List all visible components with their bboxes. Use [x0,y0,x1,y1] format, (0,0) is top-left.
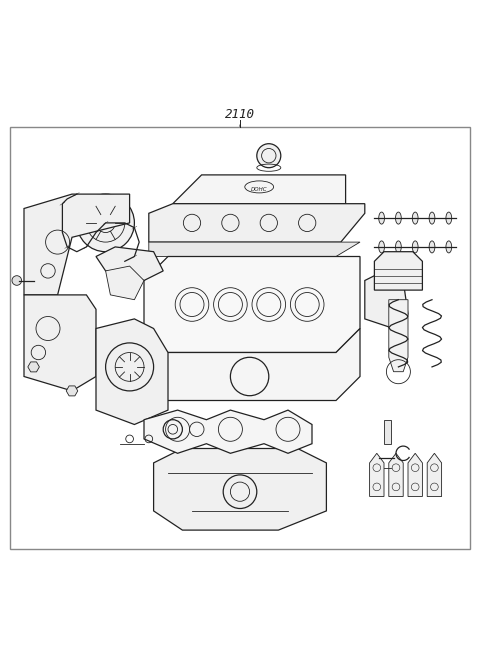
Polygon shape [24,194,130,295]
Polygon shape [408,453,422,497]
Ellipse shape [396,212,401,224]
Circle shape [77,194,134,252]
Polygon shape [427,453,442,497]
Polygon shape [106,266,144,300]
Polygon shape [144,256,360,353]
Polygon shape [154,449,326,530]
Ellipse shape [429,212,435,224]
Ellipse shape [446,212,452,224]
Polygon shape [365,271,408,328]
Polygon shape [370,453,384,497]
Polygon shape [96,247,163,281]
Polygon shape [389,300,408,372]
Text: 2110: 2110 [225,108,255,122]
Ellipse shape [412,212,418,224]
Polygon shape [144,410,312,453]
Text: DOHC: DOHC [251,187,267,192]
Circle shape [12,276,22,285]
Polygon shape [173,175,346,204]
Polygon shape [149,204,365,242]
Polygon shape [144,328,360,401]
Polygon shape [374,252,422,290]
Ellipse shape [446,241,452,253]
Polygon shape [24,295,96,391]
Bar [10,127,470,549]
Polygon shape [96,319,168,424]
Ellipse shape [379,212,384,224]
Ellipse shape [396,241,401,253]
Circle shape [257,144,281,168]
Polygon shape [389,453,403,497]
Polygon shape [66,386,78,396]
Ellipse shape [429,241,435,253]
Polygon shape [28,362,39,372]
Ellipse shape [379,241,384,253]
Polygon shape [149,242,360,256]
Ellipse shape [412,241,418,253]
Bar [384,420,391,443]
